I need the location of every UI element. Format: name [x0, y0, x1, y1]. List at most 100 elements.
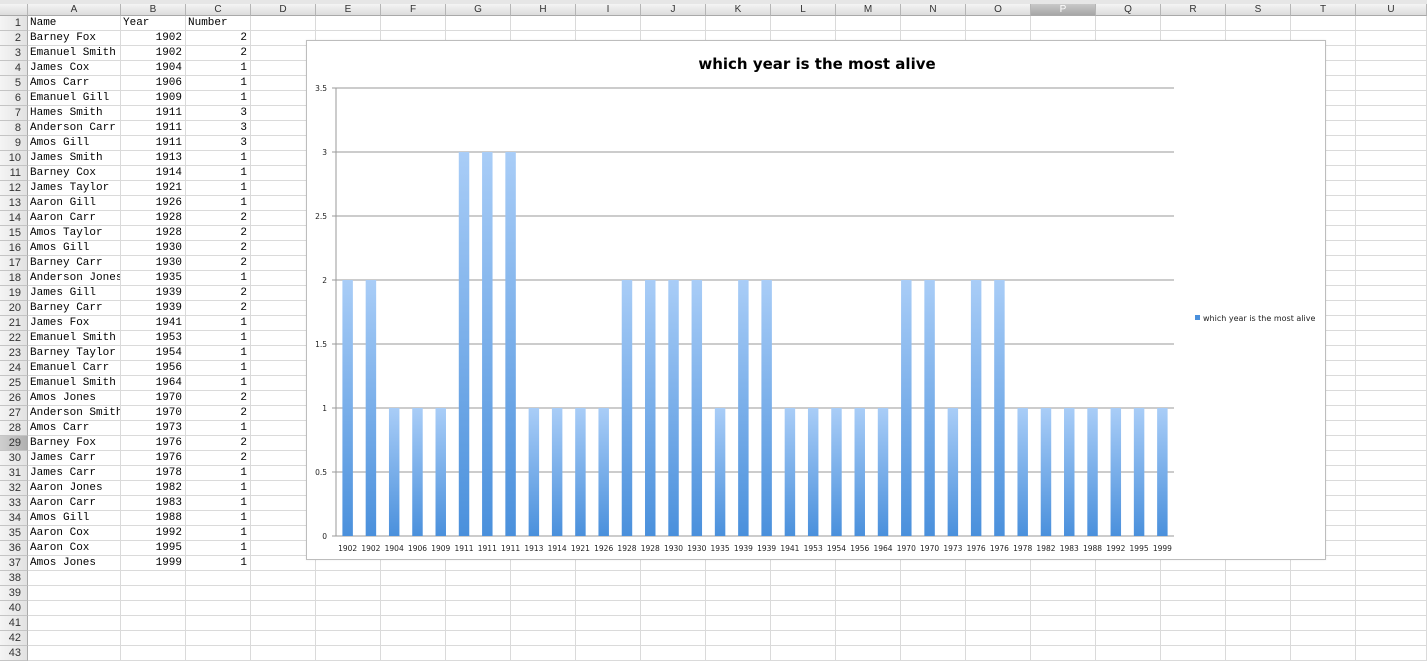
row-header-29[interactable]: 29: [0, 436, 28, 451]
cell-b10[interactable]: 1913: [155, 152, 182, 164]
cell-a6[interactable]: Emanuel Gill: [30, 92, 110, 104]
cell-b21[interactable]: 1941: [155, 317, 182, 329]
cell-a29[interactable]: Barney Fox: [30, 437, 97, 449]
cell-a21[interactable]: James Fox: [30, 317, 90, 329]
cell-c10[interactable]: 1: [240, 152, 247, 164]
cell-c7[interactable]: 3: [240, 107, 247, 119]
cell-c19[interactable]: 2: [240, 287, 247, 299]
cell-c22[interactable]: 1: [240, 332, 247, 344]
cell-a16[interactable]: Amos Gill: [30, 242, 90, 254]
cell-c21[interactable]: 1: [240, 317, 247, 329]
row-header-3[interactable]: 3: [0, 46, 28, 61]
cell-c30[interactable]: 2: [240, 452, 247, 464]
cell-b19[interactable]: 1939: [155, 287, 182, 299]
cell-a35[interactable]: Aaron Cox: [30, 527, 90, 539]
row-header-11[interactable]: 11: [0, 166, 28, 181]
cell-a2[interactable]: Barney Fox: [30, 32, 97, 44]
row-header-8[interactable]: 8: [0, 121, 28, 136]
cell-a34[interactable]: Amos Gill: [30, 512, 90, 524]
column-header-o[interactable]: O: [966, 4, 1031, 16]
row-header-7[interactable]: 7: [0, 106, 28, 121]
cell-a25[interactable]: Emanuel Smith: [30, 377, 116, 389]
chart-object[interactable]: which year is the most alive 0 0.5 1 1.5 2 2.5…: [306, 40, 1326, 560]
cell-b22[interactable]: 1953: [155, 332, 182, 344]
column-header-m[interactable]: M: [836, 4, 901, 16]
cell-b11[interactable]: 1914: [155, 167, 182, 179]
cell-b14[interactable]: 1928: [155, 212, 182, 224]
cell-a14[interactable]: Aaron Carr: [30, 212, 97, 224]
cell-b20[interactable]: 1939: [155, 302, 182, 314]
cell-b25[interactable]: 1964: [155, 377, 182, 389]
row-header-42[interactable]: 42: [0, 631, 28, 646]
cell-b28[interactable]: 1973: [155, 422, 182, 434]
row-header-2[interactable]: 2: [0, 31, 28, 46]
column-header-s[interactable]: S: [1226, 4, 1291, 16]
cell-c33[interactable]: 1: [240, 497, 247, 509]
cell-c36[interactable]: 1: [240, 542, 247, 554]
cell-c35[interactable]: 1: [240, 527, 247, 539]
cell-b34[interactable]: 1988: [155, 512, 182, 524]
cell-b5[interactable]: 1906: [155, 77, 182, 89]
cell-c27[interactable]: 2: [240, 407, 247, 419]
cell-a7[interactable]: Hames Smith: [30, 107, 103, 119]
cell-a26[interactable]: Amos Jones: [30, 392, 97, 404]
cell-b1[interactable]: Year: [123, 17, 150, 29]
cell-b32[interactable]: 1982: [155, 482, 182, 494]
row-header-14[interactable]: 14: [0, 211, 28, 226]
row-header-30[interactable]: 30: [0, 451, 28, 466]
cell-a37[interactable]: Amos Jones: [30, 557, 97, 569]
column-header-e[interactable]: E: [316, 4, 381, 16]
cell-b35[interactable]: 1992: [155, 527, 182, 539]
cell-b12[interactable]: 1921: [155, 182, 182, 194]
cell-b3[interactable]: 1902: [155, 47, 182, 59]
column-header-n[interactable]: N: [901, 4, 966, 16]
cell-c25[interactable]: 1: [240, 377, 247, 389]
cell-c26[interactable]: 2: [240, 392, 247, 404]
column-header-p[interactable]: P: [1031, 4, 1096, 16]
row-header-16[interactable]: 16: [0, 241, 28, 256]
cell-c29[interactable]: 2: [240, 437, 247, 449]
cell-c31[interactable]: 1: [240, 467, 247, 479]
column-header-d[interactable]: D: [251, 4, 316, 16]
select-all-corner[interactable]: [0, 4, 28, 16]
cell-c1[interactable]: Number: [188, 17, 228, 29]
cell-c37[interactable]: 1: [240, 557, 247, 569]
column-header-t[interactable]: T: [1291, 4, 1356, 16]
cell-b36[interactable]: 1995: [155, 542, 182, 554]
column-header-l[interactable]: L: [771, 4, 836, 16]
cell-a30[interactable]: James Carr: [30, 452, 97, 464]
cell-b33[interactable]: 1983: [155, 497, 182, 509]
column-header-j[interactable]: J: [641, 4, 706, 16]
row-header-18[interactable]: 18: [0, 271, 28, 286]
column-header-q[interactable]: Q: [1096, 4, 1161, 16]
row-header-41[interactable]: 41: [0, 616, 28, 631]
column-header-g[interactable]: G: [446, 4, 511, 16]
cell-b23[interactable]: 1954: [155, 347, 182, 359]
row-header-10[interactable]: 10: [0, 151, 28, 166]
cell-c16[interactable]: 2: [240, 242, 247, 254]
cell-c28[interactable]: 1: [240, 422, 247, 434]
cell-b4[interactable]: 1904: [155, 62, 182, 74]
cell-a36[interactable]: Aaron Cox: [30, 542, 90, 554]
cell-c18[interactable]: 1: [240, 272, 247, 284]
row-header-9[interactable]: 9: [0, 136, 28, 151]
cell-a12[interactable]: James Taylor: [30, 182, 110, 194]
row-header-35[interactable]: 35: [0, 526, 28, 541]
row-header-39[interactable]: 39: [0, 586, 28, 601]
column-header-b[interactable]: B: [121, 4, 186, 16]
cell-c14[interactable]: 2: [240, 212, 247, 224]
row-header-1[interactable]: 1: [0, 16, 28, 31]
cell-a24[interactable]: Emanuel Carr: [30, 362, 110, 374]
cell-c23[interactable]: 1: [240, 347, 247, 359]
row-header-19[interactable]: 19: [0, 286, 28, 301]
cell-c6[interactable]: 1: [240, 92, 247, 104]
cell-a27[interactable]: Anderson Smith: [30, 407, 120, 419]
cell-b18[interactable]: 1935: [155, 272, 182, 284]
row-header-24[interactable]: 24: [0, 361, 28, 376]
row-header-32[interactable]: 32: [0, 481, 28, 496]
column-header-i[interactable]: I: [576, 4, 641, 16]
cell-c20[interactable]: 2: [240, 302, 247, 314]
cell-b16[interactable]: 1930: [155, 242, 182, 254]
row-header-28[interactable]: 28: [0, 421, 28, 436]
cell-c9[interactable]: 3: [240, 137, 247, 149]
